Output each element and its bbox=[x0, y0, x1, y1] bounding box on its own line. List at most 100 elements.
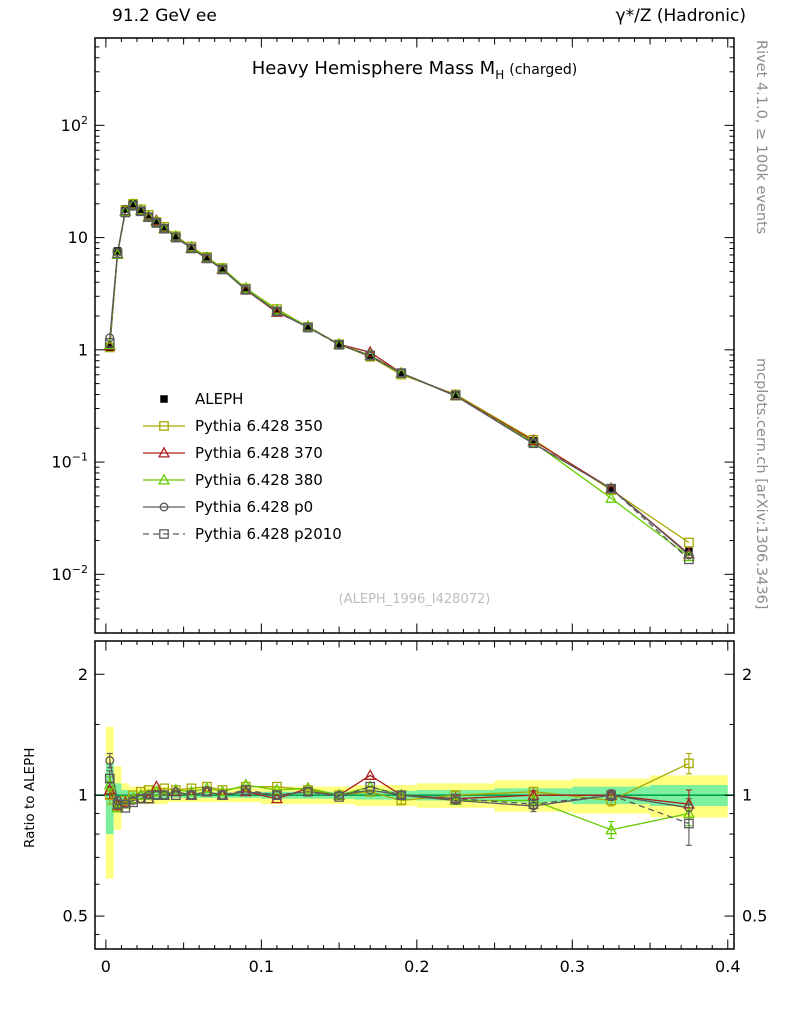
series-point-ratio bbox=[270, 783, 283, 795]
series-point-main bbox=[334, 339, 344, 350]
series-point-ratio bbox=[527, 788, 540, 800]
legend-marker bbox=[159, 421, 169, 431]
analysis-watermark: (ALEPH_1996_I428072) bbox=[338, 592, 491, 607]
series-point-main bbox=[684, 537, 694, 548]
series-point-main bbox=[606, 483, 617, 494]
plot-title-subscript: H bbox=[495, 68, 505, 82]
x-tick-label: 0.4 bbox=[715, 957, 740, 976]
series-point-ratio bbox=[684, 758, 694, 769]
series-point-ratio bbox=[528, 799, 539, 809]
series-point-ratio bbox=[217, 790, 228, 801]
series-point-ratio bbox=[170, 790, 181, 801]
series-point-main bbox=[240, 284, 251, 295]
series-point-main bbox=[682, 549, 695, 562]
series-point-main bbox=[103, 339, 116, 351]
series-point-main bbox=[128, 200, 138, 211]
main-series bbox=[103, 198, 695, 565]
x-tick-label: 0.2 bbox=[404, 957, 429, 976]
legend-label: ALEPH bbox=[195, 390, 243, 408]
ratio-y-tick-label-right: 1 bbox=[742, 786, 752, 805]
series-point-main bbox=[120, 207, 131, 218]
plot-title-suffix: (charged) bbox=[509, 62, 578, 78]
series-point-ratio bbox=[186, 790, 197, 801]
main-frame bbox=[94, 37, 735, 634]
series-point-ratio bbox=[682, 806, 695, 819]
x-tick-label: 0.3 bbox=[560, 957, 585, 976]
series-point-ratio bbox=[202, 786, 212, 797]
main-y-tick-label: 10 bbox=[68, 228, 88, 247]
series-point-ratio bbox=[111, 801, 124, 813]
series-point-main bbox=[270, 305, 283, 317]
series-point-main bbox=[170, 232, 181, 243]
series-point-ratio bbox=[450, 793, 461, 804]
series-point-main bbox=[684, 554, 694, 565]
series-point-ratio bbox=[396, 790, 407, 801]
series-point-main bbox=[202, 253, 212, 264]
main-y-tick-label: 10−1 bbox=[51, 451, 88, 472]
rivet-version-label: Rivet 4.1.0, ≥ 100k events bbox=[753, 40, 769, 235]
series-point-ratio bbox=[365, 781, 376, 792]
series-point-ratio bbox=[365, 786, 376, 797]
series-point-main bbox=[136, 206, 146, 217]
series-point-main bbox=[272, 306, 282, 317]
mcplots-credit-label: mcplots.cern.ch [arXiv:1306.3436] bbox=[753, 358, 769, 610]
series-point-main bbox=[527, 435, 540, 447]
ratio-axis-label: Ratio to ALEPH bbox=[22, 747, 38, 848]
series-point-main bbox=[682, 547, 695, 559]
series-point-main bbox=[450, 390, 461, 401]
ratio-y-tick-label-left: 2 bbox=[78, 665, 88, 684]
x-tick-label: 0.1 bbox=[249, 957, 274, 976]
series-point-ratio bbox=[364, 768, 377, 780]
main-y-tick-label: 1 bbox=[78, 340, 88, 359]
series-point-ratio bbox=[334, 792, 344, 802]
series-point-main bbox=[159, 223, 170, 234]
series-point-main bbox=[151, 218, 162, 228]
series-point-ratio bbox=[606, 795, 617, 806]
series-point-main bbox=[605, 491, 618, 503]
legend-marker bbox=[158, 473, 170, 485]
ratio-y-tick-label-left: 0.5 bbox=[63, 907, 88, 926]
x-tick-label: 0 bbox=[101, 957, 111, 976]
legend-label: Pythia 6.428 380 bbox=[195, 471, 323, 489]
legend-marker bbox=[159, 529, 169, 539]
series-point-main bbox=[112, 248, 123, 259]
series-point-ratio bbox=[104, 790, 115, 801]
legend-marker bbox=[159, 502, 169, 512]
series-point-main bbox=[528, 438, 539, 449]
series-point-ratio bbox=[104, 773, 115, 784]
beam-energy-label: 91.2 GeV ee bbox=[112, 6, 217, 26]
series-point-main bbox=[104, 337, 115, 348]
series-point-ratio bbox=[605, 823, 618, 835]
plot-title-main: Heavy Hemisphere Mass M bbox=[251, 58, 496, 79]
series-point-main bbox=[270, 303, 283, 315]
legend: ALEPH Pythia 6.428 350 Pythia 6.428 370 Pyt… bbox=[143, 390, 342, 543]
legend-label: Pythia 6.428 370 bbox=[195, 444, 323, 462]
legend-label: Pythia 6.428 350 bbox=[195, 417, 323, 435]
series-point-main bbox=[303, 322, 313, 333]
process-label: γ*/Z (Hadronic) bbox=[615, 6, 746, 26]
series-point-main bbox=[103, 338, 116, 350]
series-point-ratio bbox=[111, 799, 124, 811]
series-point-main bbox=[302, 319, 314, 332]
series-point-main bbox=[111, 247, 124, 260]
series-point-main bbox=[396, 368, 407, 378]
series-point-main bbox=[365, 350, 376, 361]
legend-label: Pythia 6.428 p2010 bbox=[195, 525, 342, 543]
series-point-ratio bbox=[272, 790, 282, 801]
ratio-bands bbox=[95, 726, 734, 879]
ratio-y-tick-label-right: 2 bbox=[742, 665, 752, 684]
series-point-main bbox=[134, 203, 147, 215]
series-point-ratio bbox=[103, 778, 116, 790]
series-point-ratio bbox=[159, 790, 170, 801]
ratio-y-tick-label-right: 0.5 bbox=[742, 907, 767, 926]
legend-marker bbox=[158, 446, 170, 458]
series-point-main bbox=[143, 212, 154, 223]
series-point-main bbox=[217, 264, 228, 275]
series-point-main bbox=[186, 243, 197, 254]
series-point-ratio bbox=[186, 783, 197, 794]
series-point-main bbox=[150, 215, 163, 227]
ratio-series bbox=[103, 752, 695, 846]
axes bbox=[94, 37, 735, 950]
series-point-main bbox=[105, 333, 115, 343]
